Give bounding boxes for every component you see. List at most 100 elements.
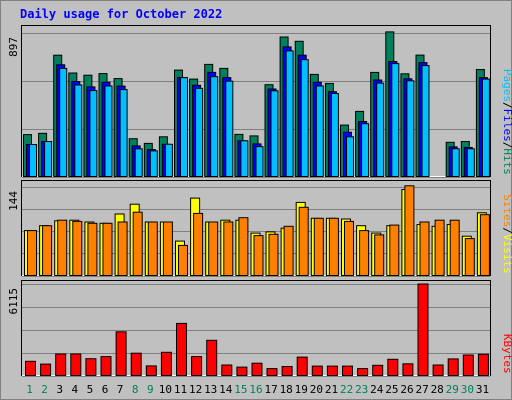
bar-kbytes-day-19 [296,356,308,377]
bar-sites-day-11 [178,244,188,276]
ymax-label: 144 [7,191,20,211]
bar-sites-day-17 [268,233,279,277]
bar-pages-day-6 [104,85,113,177]
bar-sites-day-22 [344,220,354,276]
bar-sites-day-21 [328,217,339,277]
legend-item-hits: Hits [501,148,512,175]
bar-kbytes-day-10 [160,351,172,376]
bar-sites-day-28 [434,219,445,276]
day-label-16: 16 [249,383,262,396]
bar-sites-day-15 [238,217,249,276]
bar-pages-day-31 [481,78,490,177]
day-label-2: 2 [41,383,48,396]
bar-kbytes-day-24 [372,364,384,376]
bar-pages-day-29 [451,148,460,178]
day-label-10: 10 [159,383,172,396]
ymax-label: 897 [7,37,20,57]
chart-panels: 897Pages/Files/Hits144Sites/Visits6115KB… [7,25,512,377]
bar-pages-day-2 [44,141,53,177]
bar-kbytes-day-2 [40,363,52,377]
bar-kbytes-day-22 [342,365,353,377]
bar-kbytes-day-7 [115,331,127,376]
bar-kbytes-day-29 [447,358,459,376]
day-label-8: 8 [132,383,139,396]
bar-sites-day-20 [313,217,324,277]
day-label-27: 27 [415,383,428,396]
bar-sites-day-12 [193,212,204,276]
day-label-21: 21 [325,383,338,396]
day-label-17: 17 [264,383,277,396]
bar-pages-day-11 [180,77,188,177]
day-label-18: 18 [280,383,293,396]
bar-kbytes-day-25 [387,358,399,376]
day-label-25: 25 [385,383,398,396]
bar-kbytes-day-6 [100,356,112,377]
panel-frame [21,280,491,376]
bar-sites-day-29 [449,219,460,276]
ymax-label: 6115 [7,288,20,315]
bar-sites-day-4 [72,220,83,276]
series-pages [29,50,490,178]
bar-sites-day-31 [479,214,490,276]
bar-sites-day-23 [359,230,370,277]
bar-kbytes-day-30 [462,354,474,376]
bar-sites-day-3 [57,219,68,276]
series-sites [27,185,490,277]
series-kbytes [25,283,489,377]
day-label-3: 3 [56,383,63,396]
bar-kbytes-day-21 [326,365,338,377]
bar-kbytes-day-16 [251,362,263,377]
bar-kbytes-day-1 [25,360,36,376]
bar-kbytes-day-13 [206,339,218,376]
day-label-19: 19 [295,383,308,396]
bar-pages-day-1 [29,144,37,177]
day-label-28: 28 [431,383,444,396]
bar-kbytes-day-3 [55,353,67,376]
bar-kbytes-day-27 [417,283,429,376]
bar-pages-day-12 [195,87,204,177]
day-labels: 1 2 3 4 5 6 7 8 9 10 11 12 13 14 15 16 17 18 19 20 21 22 23 24 2… [26,383,489,396]
bar-sites-day-14 [223,221,234,276]
day-label-9: 9 [147,383,154,396]
bar-pages-day-20 [315,85,324,177]
bar-pages-day-7 [119,89,128,177]
day-label-22: 22 [340,383,353,396]
bar-kbytes-day-4 [70,353,82,376]
day-label-24: 24 [370,383,384,396]
day-label-23: 23 [355,383,368,396]
day-label-4: 4 [71,383,78,396]
bar-kbytes-day-31 [477,353,489,376]
bar-sites-day-13 [208,221,219,276]
bar-sites-day-26 [404,185,415,276]
day-label-26: 26 [400,383,413,396]
bar-pages-day-26 [406,80,415,177]
bar-pages-day-21 [330,93,339,177]
legend-item-visits: Visits [501,234,512,274]
bar-pages-day-17 [270,90,279,177]
day-label-14: 14 [219,383,233,396]
bar-kbytes-day-18 [281,366,293,376]
bar-sites-day-9 [147,221,158,276]
bar-kbytes-day-8 [130,352,142,377]
bar-pages-day-14 [225,80,234,177]
day-label-5: 5 [87,383,94,396]
day-label-15: 15 [234,383,247,396]
day-label-11: 11 [174,383,187,396]
bar-sites-day-6 [102,222,113,277]
legend-hits-files-pages: Pages/Files/Hits [501,69,512,175]
legend-item-pages: Pages [501,69,512,102]
bar-pages-day-30 [466,148,475,178]
bar-sites-day-24 [374,234,385,276]
legend-item-kbytes: KBytes [501,334,512,374]
bar-pages-day-13 [210,76,219,177]
day-label-29: 29 [446,383,459,396]
bar-kbytes-day-5 [85,358,97,377]
bar-pages-day-22 [346,136,354,178]
legend-separator: / [501,142,512,149]
bar-sites-day-2 [42,225,53,276]
bar-kbytes-day-12 [191,356,203,377]
bar-pages-day-15 [240,140,249,178]
bar-pages-day-18 [285,50,294,177]
